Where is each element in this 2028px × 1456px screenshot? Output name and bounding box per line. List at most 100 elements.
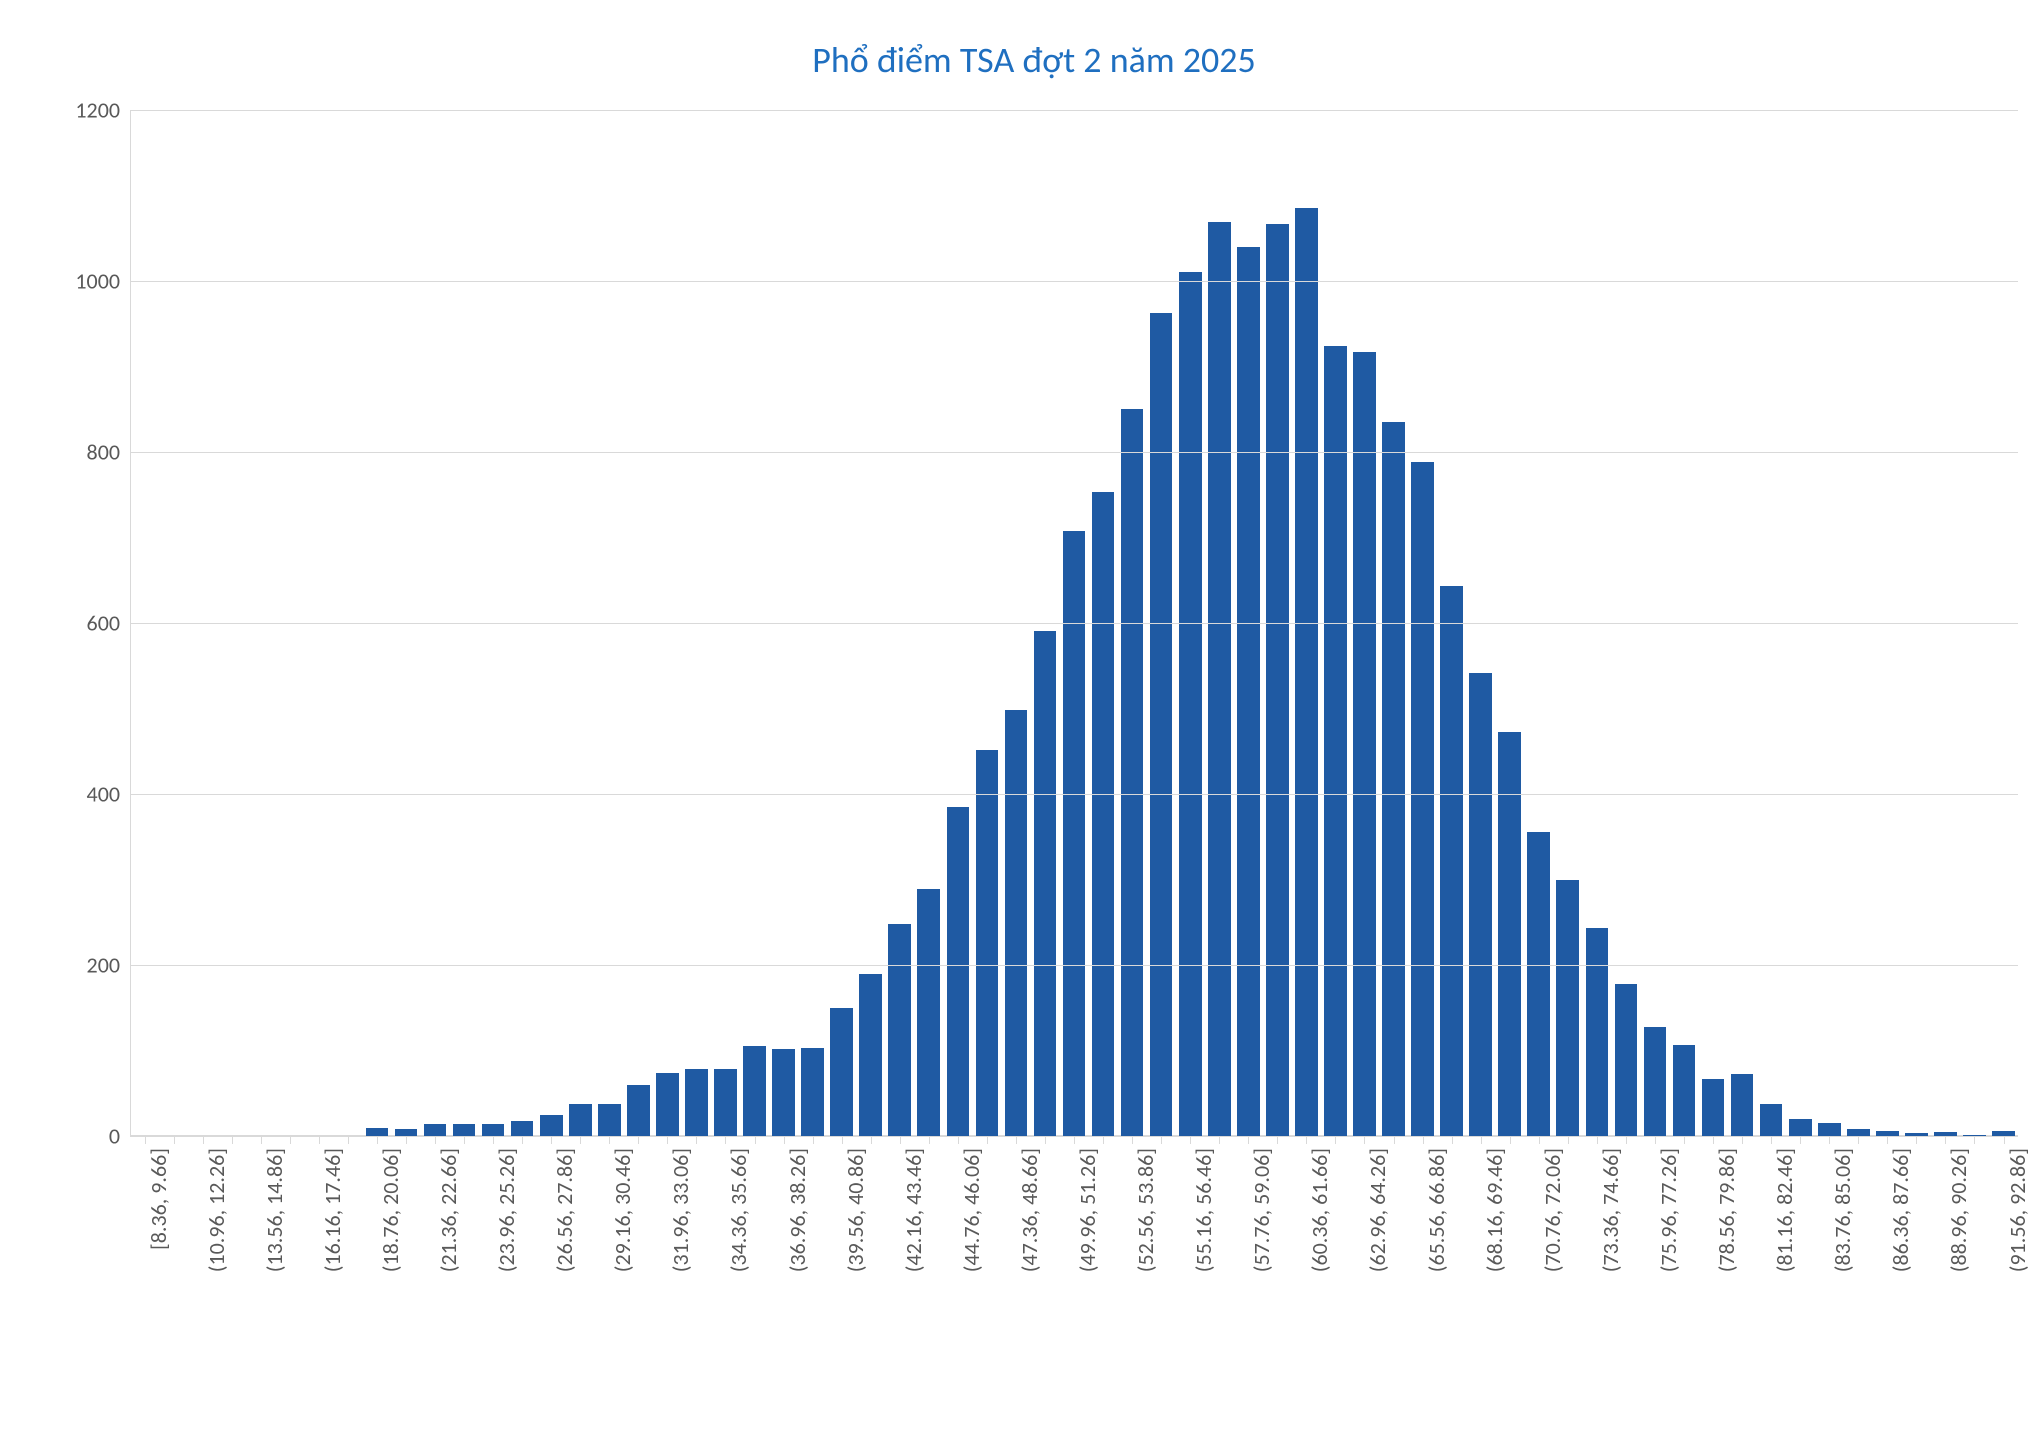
x-tick-mark (522, 1136, 523, 1144)
x-tick-label: (21.36, 22.66] (435, 1148, 462, 1272)
histogram-bar (1847, 1129, 1870, 1136)
histogram-bar (627, 1085, 650, 1136)
y-tick-label: 600 (40, 610, 130, 637)
histogram-bar (1005, 710, 1028, 1136)
x-tick-label: (13.56, 14.86] (261, 1148, 288, 1272)
histogram-bar (656, 1073, 679, 1136)
x-tick-mark (958, 1136, 959, 1144)
x-tick-label: (16.16, 17.46] (319, 1148, 346, 1272)
y-axis: 020040060080010001200 (40, 110, 130, 1136)
x-tick-label: (55.16, 56.46] (1190, 1148, 1217, 1272)
x-tick-mark (435, 1136, 436, 1144)
x-tick-mark (1423, 1136, 1424, 1144)
x-tick-mark (1655, 1136, 1656, 1144)
histogram-bar (1789, 1119, 1812, 1136)
x-tick-mark (493, 1136, 494, 1144)
histogram-bar (1266, 224, 1289, 1136)
x-tick-label: (26.56, 27.86] (551, 1148, 578, 1272)
x-tick-mark (900, 1136, 901, 1144)
x-tick-mark (1684, 1136, 1685, 1144)
x-tick-mark (1248, 1136, 1249, 1144)
x-tick-label: (86.36, 87.66] (1887, 1148, 1914, 1272)
histogram-bar (1382, 422, 1405, 1136)
x-tick-mark (842, 1136, 843, 1144)
x-tick-mark (580, 1136, 581, 1144)
x-tick-mark (1364, 1136, 1365, 1144)
x-tick-mark (1074, 1136, 1075, 1144)
x-tick-mark (319, 1136, 320, 1144)
x-tick-label: (23.96, 25.26] (493, 1148, 520, 1272)
histogram-bar (888, 924, 911, 1136)
x-tick-mark (813, 1136, 814, 1144)
x-tick-mark (1306, 1136, 1307, 1144)
x-tick-mark (406, 1136, 407, 1144)
x-tick-label: (34.36, 35.66] (725, 1148, 752, 1272)
histogram-bar (1295, 208, 1318, 1136)
x-tick-mark (1510, 1136, 1511, 1144)
x-tick-mark (203, 1136, 204, 1144)
x-tick-mark (1481, 1136, 1482, 1144)
histogram-bar (424, 1124, 447, 1136)
x-tick-mark (1597, 1136, 1598, 1144)
x-tick-mark (232, 1136, 233, 1144)
x-tick-mark (755, 1136, 756, 1144)
x-tick-mark (1742, 1136, 1743, 1144)
histogram-bar (540, 1115, 563, 1136)
x-tick-mark (1713, 1136, 1714, 1144)
x-tick-label: (60.36, 61.66] (1306, 1148, 1333, 1272)
histogram-bar (453, 1124, 476, 1136)
x-tick-mark (1103, 1136, 1104, 1144)
x-tick-mark (1132, 1136, 1133, 1144)
x-tick-mark (1771, 1136, 1772, 1144)
x-tick-mark (1945, 1136, 1946, 1144)
y-tick-label: 200 (40, 952, 130, 979)
x-tick-mark (348, 1136, 349, 1144)
x-tick-mark (1277, 1136, 1278, 1144)
x-tick-label: (62.96, 64.26] (1364, 1148, 1391, 1272)
x-tick-mark (1916, 1136, 1917, 1144)
histogram-bar (801, 1048, 824, 1136)
x-tick-mark (1335, 1136, 1336, 1144)
x-tick-label: (10.96, 12.26] (203, 1148, 230, 1272)
x-tick-mark (464, 1136, 465, 1144)
x-tick-mark (609, 1136, 610, 1144)
x-tick-mark (1045, 1136, 1046, 1144)
x-tick-mark (174, 1136, 175, 1144)
x-tick-label: (52.56, 53.86] (1132, 1148, 1159, 1272)
grid-line (130, 281, 2018, 282)
histogram-chart: Phổ điểm TSA đợt 2 năm 2025 020040060080… (20, 20, 2028, 1436)
histogram-bar (482, 1124, 505, 1136)
x-tick-mark (871, 1136, 872, 1144)
histogram-bar (976, 750, 999, 1136)
x-tick-mark (667, 1136, 668, 1144)
grid-line (130, 965, 2018, 966)
histogram-bar (1586, 928, 1609, 1136)
histogram-bar (830, 1008, 853, 1136)
x-tick-mark (1161, 1136, 1162, 1144)
x-tick-label: (49.96, 51.26] (1074, 1148, 1101, 1272)
x-tick-mark (1829, 1136, 1830, 1144)
y-tick-label: 400 (40, 781, 130, 808)
x-tick-mark (290, 1136, 291, 1144)
histogram-bar (1615, 984, 1638, 1136)
x-tick-label: (70.76, 72.06] (1539, 1148, 1566, 1272)
histogram-bar (1498, 732, 1521, 1136)
y-tick-label: 1200 (40, 97, 130, 124)
x-tick-label: [8.36, 9.66] (145, 1148, 172, 1250)
x-tick-mark (377, 1136, 378, 1144)
x-tick-mark (2004, 1136, 2005, 1144)
grid-line (130, 623, 2018, 624)
grid-line (130, 110, 2018, 111)
x-tick-mark (1800, 1136, 1801, 1144)
x-tick-label: (75.96, 77.26] (1655, 1148, 1682, 1272)
histogram-bar (1527, 832, 1550, 1136)
x-tick-label: (78.56, 79.86] (1713, 1148, 1740, 1272)
x-tick-label: (83.76, 85.06] (1829, 1148, 1856, 1272)
x-tick-label: (68.16, 69.46] (1481, 1148, 1508, 1272)
x-tick-mark (145, 1136, 146, 1144)
x-tick-label: (81.16, 82.46] (1771, 1148, 1798, 1272)
x-tick-mark (1626, 1136, 1627, 1144)
histogram-bar (1644, 1027, 1667, 1136)
x-tick-mark (1974, 1136, 1975, 1144)
histogram-bar (1208, 222, 1231, 1136)
